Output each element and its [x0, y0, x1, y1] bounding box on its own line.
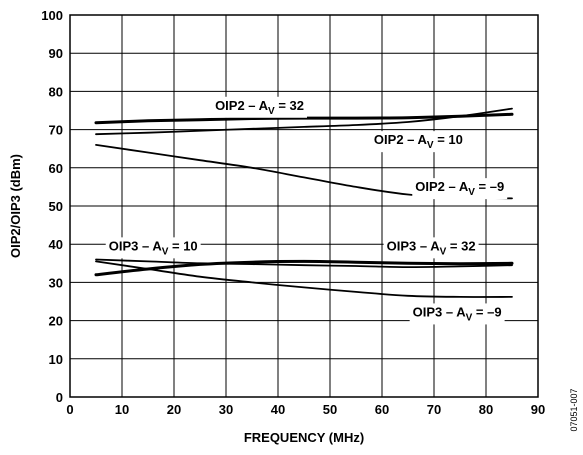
- y-tick-label: 90: [49, 46, 63, 61]
- x-tick-label: 0: [66, 402, 73, 417]
- y-axis-title: OIP2/OIP3 (dBm): [8, 154, 23, 258]
- x-tick-label: 80: [479, 402, 493, 417]
- x-tick-label: 50: [323, 402, 337, 417]
- x-tick-label: 20: [167, 402, 181, 417]
- y-tick-label: 10: [49, 352, 63, 367]
- figure-id: 07051-007: [569, 388, 579, 431]
- y-tick-label: 30: [49, 275, 63, 290]
- x-tick-label: 10: [115, 402, 129, 417]
- x-tick-label: 40: [271, 402, 285, 417]
- x-tick-label: 70: [427, 402, 441, 417]
- y-tick-label: 20: [49, 314, 63, 329]
- series-line: [94, 259, 514, 277]
- svg-text:OIP2 – AV = –9: OIP2 – AV = –9: [415, 179, 504, 198]
- svg-text:OIP2 – AV = 32: OIP2 – AV = 32: [215, 98, 304, 117]
- y-tick-label: 100: [41, 8, 63, 23]
- series-labels: OIP2 – AV = 32 OIP2 – AV = 10 OIP2 – AV = …: [105, 96, 508, 325]
- series-lines: [94, 107, 514, 298]
- series-label: OIP3 – AV = –9: [409, 303, 505, 325]
- series-label: OIP2 – AV = 32: [212, 96, 307, 118]
- series-label: OIP2 – AV = 10: [370, 131, 466, 153]
- x-tick-label: 30: [219, 402, 233, 417]
- y-tick-label: 80: [49, 84, 63, 99]
- svg-text:OIP3 – AV = 32: OIP3 – AV = 32: [387, 238, 476, 257]
- x-tick-label: 90: [531, 402, 545, 417]
- x-tick-label: 60: [375, 402, 389, 417]
- series-label: OIP3 – AV = 10: [105, 237, 201, 259]
- y-tick-label: 0: [56, 390, 63, 405]
- series-label: OIP3 – AV = 32: [383, 237, 479, 259]
- y-tick-label: 60: [49, 161, 63, 176]
- svg-text:OIP3 – AV = –9: OIP3 – AV = –9: [413, 304, 502, 323]
- tick-labels: 0 10 20 30 40 50 60 70 80 90 0 10 20 30 40 50 60 70 80 90 10…: [41, 8, 545, 417]
- series-line: [95, 107, 513, 136]
- y-tick-label: 40: [49, 237, 63, 252]
- x-axis-title: FREQUENCY (MHz): [244, 430, 364, 445]
- svg-text:OIP3 – AV = 10: OIP3 – AV = 10: [109, 238, 198, 257]
- y-tick-label: 70: [49, 123, 63, 138]
- series-line: [94, 112, 514, 125]
- series-line: [95, 260, 513, 298]
- plot-frame: [69, 14, 539, 398]
- y-tick-label: 50: [49, 199, 63, 214]
- series-line: [95, 258, 513, 269]
- svg-text:OIP2 – AV = 10: OIP2 – AV = 10: [374, 132, 463, 151]
- series-label: OIP2 – AV = –9: [412, 178, 508, 200]
- grid: [70, 15, 538, 397]
